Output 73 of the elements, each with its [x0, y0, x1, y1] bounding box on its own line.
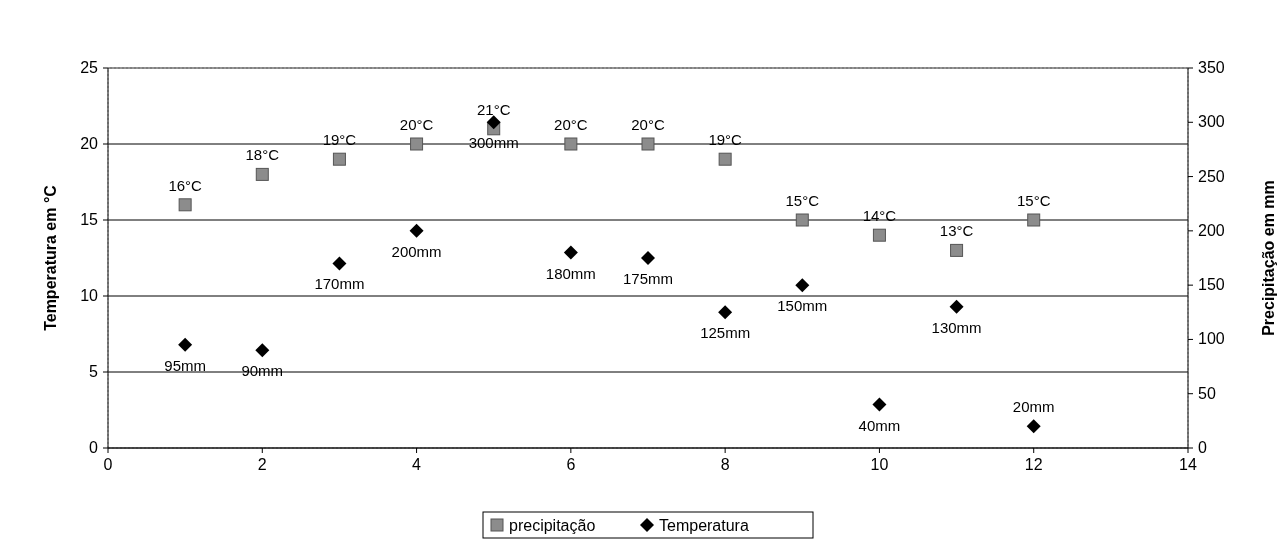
y2-tick-label: 100 — [1198, 330, 1225, 348]
data-label: 20°C — [554, 116, 588, 133]
point — [486, 115, 501, 130]
point — [178, 198, 192, 212]
data-label: 19°C — [322, 131, 357, 149]
point — [1027, 213, 1041, 227]
y-axis-title: Temperatura em °C — [42, 184, 59, 331]
x-tick-label: 8 — [720, 456, 730, 473]
data-label: 95mm — [164, 356, 206, 374]
data-label: 130mm — [931, 318, 982, 336]
point — [332, 256, 347, 271]
data-label: 20mm — [1012, 398, 1055, 416]
point — [255, 343, 270, 358]
point — [255, 167, 269, 181]
point — [332, 152, 346, 166]
data-label: 16°C — [168, 176, 203, 194]
point — [563, 245, 578, 260]
point — [950, 243, 964, 257]
point — [795, 213, 809, 227]
x-tick-label: 10 — [870, 456, 889, 473]
data-label: 15°C — [785, 192, 820, 209]
point — [641, 137, 655, 151]
data-label: 300mm — [468, 134, 519, 152]
x-tick-label: 12 — [1024, 456, 1043, 473]
y-tick-label: 25 — [80, 59, 99, 76]
y2-tick-label: 350 — [1198, 59, 1225, 76]
point — [1026, 419, 1041, 434]
point — [718, 305, 733, 320]
data-label: 20°C — [631, 116, 665, 133]
y-tick-label: 5 — [89, 363, 99, 380]
data-label: 21°C — [476, 100, 511, 118]
y2-tick-label: 300 — [1198, 113, 1225, 131]
data-label: 175mm — [622, 270, 674, 287]
y-tick-label: 15 — [80, 211, 99, 228]
data-label: 15°C — [1016, 192, 1051, 209]
point — [949, 299, 964, 314]
legend-label: Temperatura — [659, 517, 749, 534]
data-label: 19°C — [708, 131, 743, 149]
point — [718, 152, 732, 166]
point — [872, 228, 886, 242]
y2-axis-title: Precipitação em mm — [1260, 180, 1277, 336]
data-label: 90mm — [241, 362, 284, 380]
data-label: 40mm — [858, 416, 901, 434]
x-tick-label: 14 — [1179, 456, 1197, 473]
y2-tick-label: 50 — [1198, 384, 1216, 402]
data-label: 18°C — [245, 146, 280, 164]
data-label: 150mm — [777, 297, 828, 315]
y-tick-label: 0 — [89, 439, 99, 456]
point — [564, 137, 578, 151]
point — [641, 251, 655, 265]
y-tick-label: 10 — [80, 287, 99, 304]
data-label: 125mm — [700, 324, 751, 342]
point — [795, 278, 810, 293]
legend-label: precipitação — [509, 517, 596, 534]
point — [872, 397, 887, 412]
y2-tick-label: 0 — [1198, 439, 1207, 456]
data-label: 200mm — [391, 242, 442, 260]
y2-tick-label: 250 — [1198, 167, 1225, 185]
y2-tick-label: 200 — [1198, 221, 1225, 239]
point — [409, 223, 424, 238]
point — [178, 337, 193, 352]
data-label: 170mm — [314, 275, 365, 293]
y2-tick-label: 150 — [1198, 276, 1225, 294]
data-label: 20°C — [399, 116, 434, 133]
x-tick-label: 4 — [412, 456, 422, 473]
data-label: 14°C — [862, 207, 897, 225]
data-label: 180mm — [545, 264, 596, 282]
x-tick-label: 2 — [257, 456, 267, 473]
data-label: 13°C — [939, 222, 974, 240]
x-tick-label: 6 — [566, 456, 576, 473]
point — [410, 137, 424, 151]
x-tick-label: 0 — [103, 456, 113, 473]
y-tick-label: 20 — [80, 135, 99, 152]
